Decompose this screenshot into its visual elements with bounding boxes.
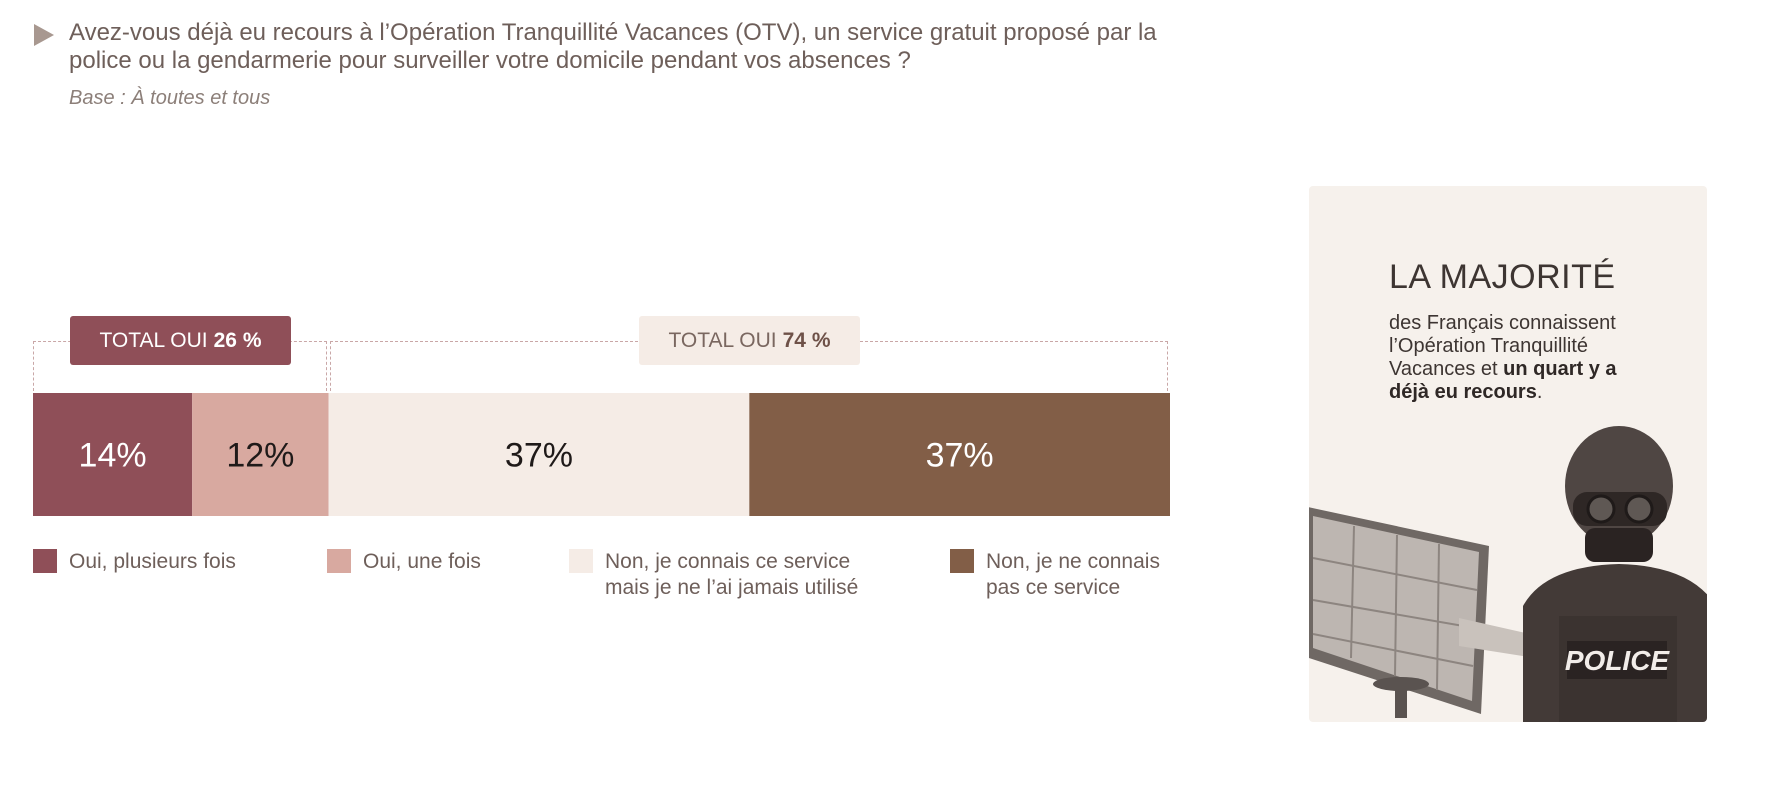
question-title: Avez-vous déjà eu recours à l’Opération … bbox=[69, 19, 1157, 74]
bar-label-2: 12% bbox=[226, 437, 294, 475]
bullet-arrow-icon bbox=[34, 24, 54, 46]
legend-label: Non, je ne connais pas ce service bbox=[986, 550, 1160, 599]
stacked-bar-chart: 14% 12% 37% 37% bbox=[33, 393, 1170, 516]
legend-swatch bbox=[950, 549, 974, 573]
card-title: LA MAJORITÉ bbox=[1389, 258, 1616, 296]
bar-label-1: 14% bbox=[79, 437, 147, 475]
legend-swatch bbox=[569, 549, 593, 573]
police-badge-text: POLICE bbox=[1565, 645, 1671, 676]
bar-segment-4 bbox=[749, 393, 1170, 516]
total-yes-value: 26 % bbox=[213, 329, 262, 352]
card-text-plain: des Français connaissent l’Opération Tra… bbox=[1389, 312, 1616, 380]
key-finding-card: POLICE LA MAJORITÉ des Français connaiss… bbox=[1309, 186, 1707, 722]
bar-label-4: 37% bbox=[926, 437, 994, 475]
card-text-end: . bbox=[1536, 381, 1543, 403]
total-yes-badge: TOTAL OUI 26 % bbox=[70, 316, 291, 365]
total-no-badge: TOTAL OUI 74 % bbox=[639, 316, 860, 365]
question-base: Base : À toutes et tous bbox=[69, 87, 271, 109]
legend-swatch bbox=[327, 549, 351, 573]
bar-segment-3 bbox=[328, 393, 750, 516]
legend-label: Oui, plusieurs fois bbox=[69, 550, 236, 573]
total-no-label: TOTAL OUI bbox=[668, 329, 777, 352]
legend-label: Non, je connais ce service mais je ne l’a… bbox=[605, 550, 859, 599]
total-no-value: 74 % bbox=[782, 329, 831, 352]
card-text-bold: un quart y a déjà eu recours bbox=[1389, 358, 1617, 403]
bar-segment-1 bbox=[33, 393, 193, 516]
legend-swatch bbox=[33, 549, 57, 573]
bar-segment-2 bbox=[192, 393, 329, 516]
card-text: des Français connaissent l’Opération Tra… bbox=[1389, 312, 1639, 404]
legend-label: Oui, une fois bbox=[363, 550, 481, 573]
bar-label-3: 37% bbox=[505, 437, 573, 475]
total-yes-label: TOTAL OUI bbox=[99, 329, 208, 352]
police-surveillance-illustration: POLICE bbox=[1309, 426, 1707, 722]
